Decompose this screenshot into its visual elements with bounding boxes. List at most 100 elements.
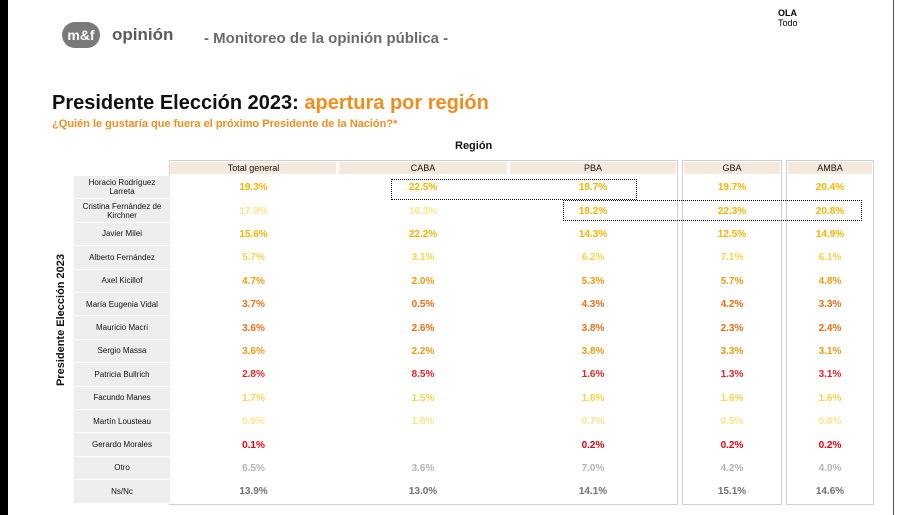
table-cell: 19.3% — [239, 182, 268, 194]
side-label-text: Presidente Elección 2023 — [55, 253, 67, 387]
table-cell: 22.5% — [408, 182, 438, 194]
table-cell: 4.3% — [581, 299, 605, 311]
table-cell: 1.6% — [581, 369, 605, 381]
table-cell: 0.5% — [720, 416, 744, 428]
table-cell: 12.5% — [717, 228, 747, 240]
table-cell: 16.3% — [408, 205, 438, 217]
table-cell: 13.0% — [408, 486, 438, 498]
side-label: Presidente Elección 2023 — [53, 245, 69, 395]
table-cell: 3.7% — [242, 299, 265, 311]
table-cell: 14.9% — [815, 228, 845, 240]
page-title: Presidente Elección 2023: apertura por r… — [52, 92, 489, 115]
table-cell: 0.7% — [581, 416, 605, 428]
table-cell: 18.2% — [578, 205, 608, 217]
table-cell: 0.2% — [818, 439, 842, 451]
table-cell: 3.1% — [818, 369, 842, 381]
table-cell: 14.3% — [578, 228, 608, 240]
row-label: Facundo Manes — [74, 386, 170, 410]
region-header: Región — [455, 140, 493, 152]
table-cell: 7.0% — [581, 462, 605, 474]
header-subtitle: - Monitoreo de la opinión pública - — [204, 30, 449, 47]
table-cell: 3.8% — [581, 345, 605, 357]
table-cell: 6.5% — [242, 462, 265, 474]
column-header: CABA — [338, 161, 508, 175]
column-header: AMBA — [787, 161, 873, 175]
table-cell: 0.8% — [818, 416, 842, 428]
table-cell: 6.1% — [818, 252, 842, 264]
page-title-main: Presidente Elección 2023: — [52, 92, 299, 114]
logo-word: opinión — [112, 25, 174, 44]
table-cell: 17.9% — [239, 205, 268, 217]
table-cell: 2.8% — [242, 369, 265, 381]
table-cell: 2.3% — [720, 322, 744, 334]
table-cell: 1.6% — [818, 392, 842, 404]
table-cell: 2.0% — [411, 275, 435, 287]
row-label: Sergio Massa — [74, 339, 170, 364]
table-cell: 5.7% — [242, 252, 265, 264]
column-header: PBA — [509, 161, 677, 175]
table-cell: 3.3% — [720, 345, 744, 357]
row-label: Ns/Nc — [74, 480, 170, 504]
table-cell: 20.4% — [815, 182, 845, 194]
table-cell: 19.7% — [717, 182, 747, 194]
table-cell: 14.6% — [815, 486, 845, 498]
table-cell: 15.6% — [239, 228, 268, 240]
table-cell: 2.2% — [411, 345, 435, 357]
table-cell: 4.7% — [242, 275, 265, 287]
row-label: Patricia Bullrich — [74, 363, 170, 387]
column-header: GBA — [683, 161, 781, 175]
table-cell: 4.8% — [818, 275, 842, 287]
row-label: María Eugenia Vidal — [74, 293, 170, 317]
table-cell: 2.6% — [411, 322, 435, 334]
right-edge-rule — [893, 0, 894, 515]
table-cell: 1.5% — [411, 392, 435, 404]
table-cell — [338, 433, 508, 456]
logo-badge: m&f — [62, 22, 100, 48]
table-cell: 15.1% — [717, 486, 747, 498]
row-label: Alberto Fernández — [74, 246, 170, 270]
row-label: Martín Lousteau — [74, 410, 170, 434]
highlight-box-row2 — [563, 200, 862, 221]
table-cell: 3.6% — [242, 322, 265, 334]
table-cell: 0.2% — [581, 439, 605, 451]
table-cell: 1.7% — [242, 392, 265, 404]
ola-value: Todo — [778, 18, 798, 28]
table-cell: 0.1% — [242, 439, 265, 451]
table-cell: 4.2% — [720, 299, 744, 311]
table-cell: 0.9% — [242, 416, 265, 428]
table-cell: 1.6% — [720, 392, 744, 404]
row-label: Horacio Rodríguez Larreta — [74, 176, 170, 200]
left-edge-bar — [0, 0, 8, 515]
column-group-border — [682, 160, 782, 505]
table-cell: 5.7% — [720, 275, 744, 287]
survey-question: ¿Quién le gustaría que fuera el próximo … — [52, 118, 398, 130]
table-cell: 7.1% — [720, 252, 744, 264]
row-label: Otro — [74, 456, 170, 481]
table-cell: 3.8% — [581, 322, 605, 334]
table-cell: 1.3% — [720, 369, 744, 381]
row-label: Javier Milei — [74, 222, 170, 247]
ola-label: OLA — [778, 8, 797, 18]
table-cell: 18.7% — [578, 182, 608, 194]
table-cell: 8.5% — [411, 369, 435, 381]
table-cell: 14.1% — [578, 486, 608, 498]
table-cell: 1.8% — [581, 392, 605, 404]
table-cell: 4.2% — [720, 462, 744, 474]
column-group-border — [786, 160, 874, 505]
table-cell: 0.5% — [411, 299, 435, 311]
ola-block: OLA Todo — [778, 8, 798, 28]
table-cell: 5.3% — [581, 275, 605, 287]
table-cell: 3.3% — [818, 299, 842, 311]
table-cell: 22.2% — [408, 228, 438, 240]
table-cell: 1.8% — [411, 416, 435, 428]
table-cell: 20.8% — [815, 205, 845, 217]
table-cell: 3.1% — [818, 345, 842, 357]
table-cell: 3.1% — [411, 252, 435, 264]
table-cell: 22.3% — [717, 205, 747, 217]
row-label: Mauricio Macri — [74, 316, 170, 340]
table-cell: 2.4% — [818, 322, 842, 334]
table-cell: 6.2% — [581, 252, 605, 264]
column-header: Total general — [170, 161, 337, 175]
table-cell: 3.6% — [242, 345, 265, 357]
page-title-accent: apertura por región — [304, 92, 489, 114]
